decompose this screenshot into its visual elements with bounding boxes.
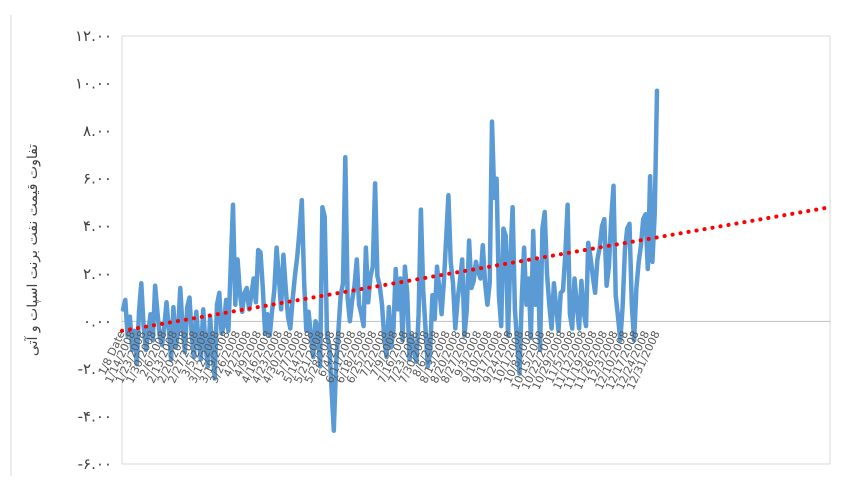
y-tick-label: ۶.۰۰ — [83, 170, 112, 188]
y-tick-label: ۱۲.۰۰ — [75, 27, 112, 45]
plot-area — [121, 35, 831, 465]
y-tick-label: -۴.۰۰ — [78, 407, 112, 425]
y-axis-label: تفاوت قیمت نفت برنت اسپات و آتی — [24, 144, 41, 356]
y-tick-label: ۸.۰۰ — [83, 122, 112, 140]
y-tick-label: -۲.۰۰ — [78, 360, 112, 378]
x-axis-tick-labels: 1/8 Date1/14/20081/23/20081/30/20082/6/2… — [96, 329, 663, 392]
series-line — [120, 88, 660, 433]
y-tick-label: ۰.۰۰ — [83, 312, 112, 330]
trendline — [120, 205, 832, 333]
y-axis-tick-labels: ۱۲.۰۰ ۱۰.۰۰ ۸.۰۰ ۶.۰۰ ۴.۰۰ ۲.۰۰ ۰.۰۰ -۲.۰۰ -۴.۰۰… — [75, 27, 112, 473]
y-tick-label: ۱۰.۰۰ — [75, 75, 112, 93]
y-tick-label: -۶.۰۰ — [78, 455, 112, 473]
series-layer — [120, 88, 832, 433]
y-tick-label: ۲.۰۰ — [83, 265, 112, 283]
y-tick-label: ۴.۰۰ — [83, 217, 112, 235]
